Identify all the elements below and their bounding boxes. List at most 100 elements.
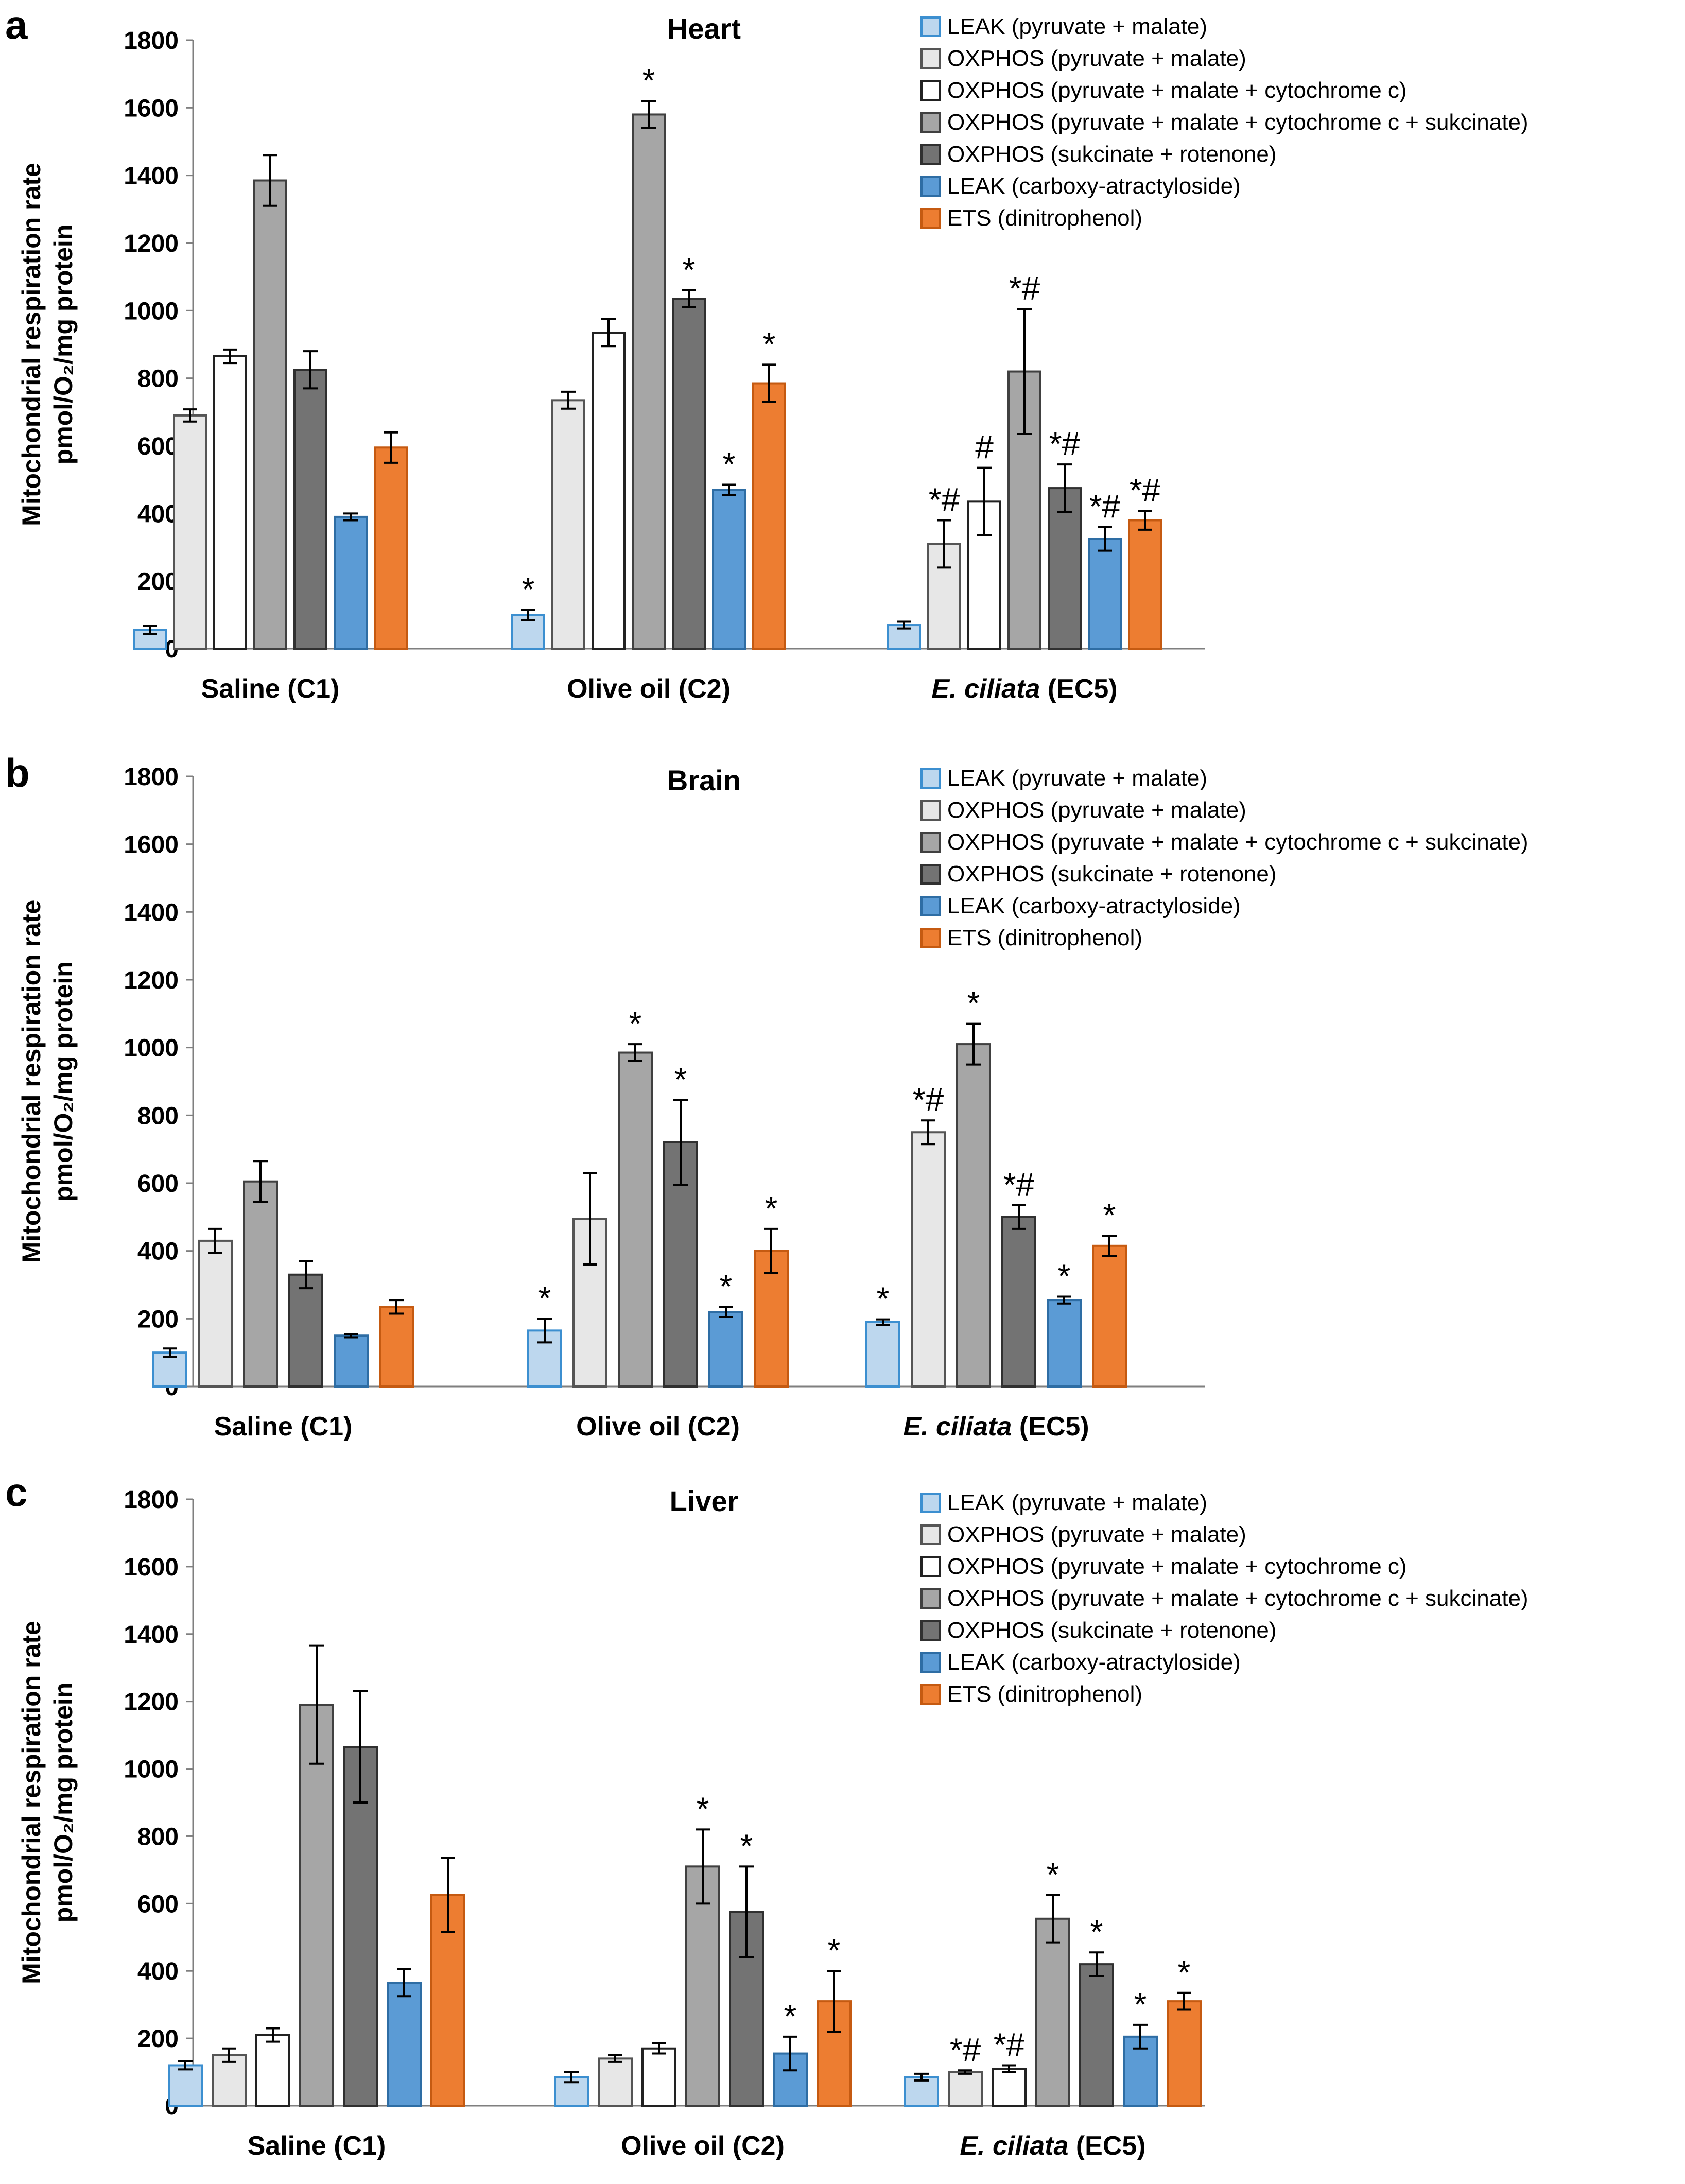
legend-swatch	[920, 112, 941, 133]
legend-label: LEAK (carboxy-atractyloside)	[947, 893, 1241, 918]
bar	[152, 1351, 187, 1388]
legend-swatch	[920, 768, 941, 789]
y-tick-label: 1800	[124, 1486, 179, 1514]
bar	[1088, 538, 1122, 650]
significance-label: *	[1058, 1258, 1071, 1295]
y-axis-label: Mitochondrial respiration rate pmol/O₂/mg…	[17, 900, 78, 1263]
significance-label: #	[975, 429, 994, 466]
bar	[948, 2071, 983, 2107]
y-tick-label: 600	[137, 1170, 179, 1198]
x-tick-label: E. ciliata (EC5)	[903, 1412, 1089, 1442]
legend-label: LEAK (carboxy-atractyloside)	[947, 174, 1241, 199]
panel-a: a Mitochondrial respiration rate pmol/O₂/m…	[5, 2, 1528, 704]
panel-c: c Mitochondrial respiration rate pmol/O₂/m…	[5, 1469, 1528, 2161]
x-tick-label: Olive oil (C2)	[621, 2131, 785, 2161]
bar	[1048, 487, 1082, 650]
legend-label: LEAK (pyruvate + malate)	[947, 766, 1207, 791]
y-tick-label: 1800	[124, 764, 179, 791]
bar	[992, 2068, 1027, 2107]
bar	[334, 1334, 369, 1388]
legend: LEAK (pyruvate + malate) OXPHOS (pyruvate…	[920, 1490, 1528, 1707]
legend-swatch	[920, 48, 941, 69]
panel-letter: b	[5, 750, 30, 795]
bar	[213, 355, 247, 650]
legend-swatch	[920, 1652, 941, 1673]
y-tick-label: 1400	[124, 899, 179, 926]
bar	[1128, 519, 1162, 650]
bar	[198, 1239, 233, 1388]
bar	[592, 332, 626, 650]
x-tick-label: E. ciliata (EC5)	[960, 2131, 1145, 2161]
legend-swatch	[920, 896, 941, 916]
significance-label: *	[967, 985, 980, 1022]
legend-label: LEAK (pyruvate + malate)	[947, 14, 1207, 39]
bar	[379, 1306, 414, 1388]
y-tick-label: 1200	[124, 1689, 179, 1716]
y-tick-label: 200	[137, 2025, 179, 2053]
significance-label: *#	[1089, 488, 1121, 525]
legend-swatch	[920, 800, 941, 821]
significance-label: *#	[913, 1081, 944, 1118]
legend: LEAK (pyruvate + malate) OXPHOS (pyruvate…	[920, 766, 1528, 950]
significance-label: *#	[950, 2031, 981, 2068]
y-axis-label: Mitochondrial respiration rate pmol/O₂/mg…	[17, 163, 78, 526]
legend: LEAK (pyruvate + malate) OXPHOS (pyruvate…	[920, 14, 1528, 231]
significance-label: *#	[929, 481, 960, 518]
y-tick-label: 400	[137, 1238, 179, 1266]
y-tick-label: 800	[137, 1102, 179, 1130]
significance-label: *	[1178, 1954, 1191, 1991]
bar	[253, 179, 287, 650]
legend-label: ETS (dinitrophenol)	[947, 205, 1142, 231]
panel-title: Heart	[667, 12, 741, 45]
legend-label: ETS (dinitrophenol)	[947, 1682, 1142, 1707]
y-tick-label: 600	[137, 1891, 179, 1918]
y-tick-label: 1600	[124, 831, 179, 859]
bar	[752, 382, 786, 650]
panel-title: Brain	[667, 764, 741, 796]
y-tick-label: 1400	[124, 1621, 179, 1649]
bar	[551, 399, 585, 650]
significance-label: *	[1047, 1856, 1059, 1893]
bar	[1079, 1963, 1114, 2107]
y-tick-label: 200	[137, 568, 179, 596]
y-tick-label: 1600	[124, 1554, 179, 1581]
bar	[1047, 1299, 1082, 1388]
y-tick-label: 1000	[124, 1035, 179, 1062]
y-tick-label: 1000	[124, 298, 179, 325]
bar	[374, 446, 408, 650]
y-axis-label: Mitochondrial respiration rate pmol/O₂/mg…	[17, 1621, 78, 1984]
significance-label: *#	[994, 2026, 1025, 2063]
bar	[243, 1180, 278, 1388]
panel-letter: a	[5, 2, 28, 47]
x-tick-label: E. ciliata (EC5)	[931, 674, 1117, 704]
bar	[334, 515, 368, 650]
y-tick-label: 1800	[124, 27, 179, 55]
significance-label: *	[522, 570, 535, 608]
x-tick-label: Saline (C1)	[248, 2131, 386, 2161]
significance-label: *	[683, 251, 696, 288]
legend-label: OXPHOS (pyruvate + malate + cytochrome c…	[947, 78, 1407, 103]
significance-label: *#	[1049, 425, 1081, 462]
bar	[288, 1273, 323, 1388]
significance-label: *	[828, 1932, 841, 1969]
significance-label: *	[674, 1061, 687, 1098]
significance-label: *	[1090, 1913, 1103, 1950]
legend-swatch	[920, 1556, 941, 1577]
legend-label: LEAK (pyruvate + malate)	[947, 1490, 1207, 1515]
bar	[1092, 1244, 1127, 1388]
legend-label: OXPHOS (sukcinate + rotenone)	[947, 1618, 1277, 1643]
legend-swatch	[920, 16, 941, 37]
x-tick-label: Olive oil (C2)	[576, 1412, 740, 1442]
legend-swatch	[920, 1524, 941, 1545]
y-tick-label: 1600	[124, 95, 179, 122]
bar	[343, 1746, 378, 2107]
bar	[708, 1311, 743, 1388]
y-tick-label: 1400	[124, 163, 179, 190]
legend-label: OXPHOS (pyruvate + malate + cytochrome c…	[947, 1586, 1528, 1611]
y-tick-label: 1200	[124, 967, 179, 994]
significance-label: *	[697, 1790, 709, 1827]
bar	[773, 2052, 808, 2107]
significance-label: *	[642, 62, 655, 99]
bar	[212, 2054, 247, 2107]
